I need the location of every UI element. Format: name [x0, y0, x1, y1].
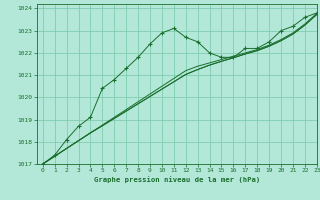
X-axis label: Graphe pression niveau de la mer (hPa): Graphe pression niveau de la mer (hPa) — [94, 176, 260, 183]
